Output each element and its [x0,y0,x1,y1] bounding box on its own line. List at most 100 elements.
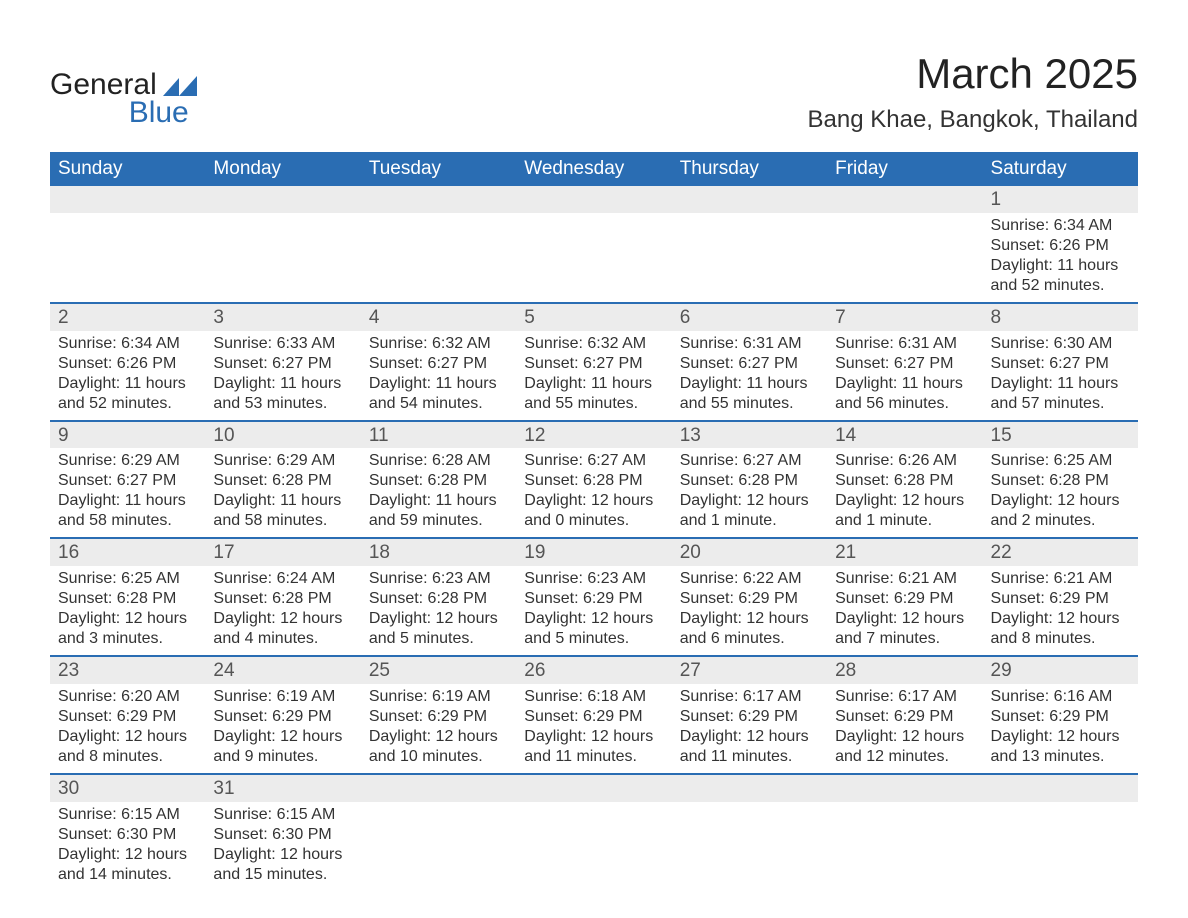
day-detail-cell: Sunrise: 6:23 AMSunset: 6:29 PMDaylight:… [516,566,671,656]
sunrise-text: Sunrise: 6:34 AM [991,216,1130,236]
daylight-text: Daylight: 12 hours and 13 minutes. [991,727,1130,767]
daylight-text: Daylight: 12 hours and 12 minutes. [835,727,974,767]
sunset-text: Sunset: 6:28 PM [991,471,1130,491]
sunrise-text: Sunrise: 6:17 AM [680,687,819,707]
sunset-text: Sunset: 6:28 PM [369,471,508,491]
daylight-text: Daylight: 12 hours and 1 minute. [680,491,819,531]
daylight-text: Daylight: 11 hours and 53 minutes. [213,374,352,414]
day-detail-cell: Sunrise: 6:17 AMSunset: 6:29 PMDaylight:… [827,684,982,774]
day-detail-cell: Sunrise: 6:22 AMSunset: 6:29 PMDaylight:… [672,566,827,656]
day-number-cell: 6 [672,303,827,331]
daylight-text: Daylight: 12 hours and 1 minute. [835,491,974,531]
sunset-text: Sunset: 6:29 PM [680,707,819,727]
day-detail-cell: Sunrise: 6:34 AMSunset: 6:26 PMDaylight:… [50,331,205,421]
sunset-text: Sunset: 6:28 PM [680,471,819,491]
sunset-text: Sunset: 6:28 PM [213,471,352,491]
sunrise-text: Sunrise: 6:29 AM [58,451,197,471]
daylight-text: Daylight: 12 hours and 11 minutes. [680,727,819,767]
day-number-cell [516,186,671,213]
calendar-table: SundayMondayTuesdayWednesdayThursdayFrid… [50,152,1138,891]
day-detail-cell: Sunrise: 6:27 AMSunset: 6:28 PMDaylight:… [672,448,827,538]
sunrise-text: Sunrise: 6:29 AM [213,451,352,471]
sunrise-text: Sunrise: 6:23 AM [524,569,663,589]
day-detail-cell: Sunrise: 6:34 AMSunset: 6:26 PMDaylight:… [983,213,1138,303]
day-number-cell: 17 [205,538,360,566]
day-detail-cell: Sunrise: 6:29 AMSunset: 6:27 PMDaylight:… [50,448,205,538]
day-detail-cell [361,802,516,891]
day-detail-cell: Sunrise: 6:28 AMSunset: 6:28 PMDaylight:… [361,448,516,538]
sunset-text: Sunset: 6:28 PM [58,589,197,609]
weekday-header: Tuesday [361,152,516,186]
sunrise-text: Sunrise: 6:19 AM [369,687,508,707]
logo-flag-icon [163,74,197,96]
sunset-text: Sunset: 6:27 PM [680,354,819,374]
day-number-cell: 27 [672,656,827,684]
day-number-cell: 16 [50,538,205,566]
sunset-text: Sunset: 6:29 PM [524,589,663,609]
daylight-text: Daylight: 12 hours and 11 minutes. [524,727,663,767]
day-detail-cell [516,802,671,891]
sunset-text: Sunset: 6:29 PM [835,589,974,609]
day-number-cell: 8 [983,303,1138,331]
daylight-text: Daylight: 11 hours and 54 minutes. [369,374,508,414]
sunrise-text: Sunrise: 6:32 AM [369,334,508,354]
sunrise-text: Sunrise: 6:32 AM [524,334,663,354]
daylight-text: Daylight: 11 hours and 52 minutes. [991,256,1130,296]
day-detail-cell: Sunrise: 6:24 AMSunset: 6:28 PMDaylight:… [205,566,360,656]
day-number-cell: 14 [827,421,982,449]
day-number-cell [361,186,516,213]
day-detail-cell: Sunrise: 6:31 AMSunset: 6:27 PMDaylight:… [827,331,982,421]
sunset-text: Sunset: 6:27 PM [369,354,508,374]
daylight-text: Daylight: 12 hours and 4 minutes. [213,609,352,649]
day-number-cell [672,774,827,802]
daylight-text: Daylight: 12 hours and 10 minutes. [369,727,508,767]
sunset-text: Sunset: 6:29 PM [213,707,352,727]
daylight-text: Daylight: 12 hours and 9 minutes. [213,727,352,767]
day-detail-cell: Sunrise: 6:26 AMSunset: 6:28 PMDaylight:… [827,448,982,538]
day-detail-cell: Sunrise: 6:30 AMSunset: 6:27 PMDaylight:… [983,331,1138,421]
daylight-text: Daylight: 12 hours and 3 minutes. [58,609,197,649]
sunrise-text: Sunrise: 6:15 AM [213,805,352,825]
day-number-cell: 12 [516,421,671,449]
day-number-cell: 23 [50,656,205,684]
sunrise-text: Sunrise: 6:30 AM [991,334,1130,354]
day-detail-cell: Sunrise: 6:25 AMSunset: 6:28 PMDaylight:… [983,448,1138,538]
sunset-text: Sunset: 6:27 PM [58,471,197,491]
day-number-cell [205,186,360,213]
daylight-text: Daylight: 12 hours and 14 minutes. [58,845,197,885]
day-number-cell: 20 [672,538,827,566]
day-number-cell [50,186,205,213]
day-detail-cell [983,802,1138,891]
day-number-cell: 5 [516,303,671,331]
day-number-cell [983,774,1138,802]
day-detail-cell: Sunrise: 6:15 AMSunset: 6:30 PMDaylight:… [50,802,205,891]
day-detail-cell: Sunrise: 6:33 AMSunset: 6:27 PMDaylight:… [205,331,360,421]
sunset-text: Sunset: 6:28 PM [369,589,508,609]
day-detail-cell: Sunrise: 6:19 AMSunset: 6:29 PMDaylight:… [205,684,360,774]
day-detail-cell [672,213,827,303]
day-number-cell: 22 [983,538,1138,566]
day-number-cell [516,774,671,802]
sunrise-text: Sunrise: 6:17 AM [835,687,974,707]
sunset-text: Sunset: 6:29 PM [369,707,508,727]
day-detail-cell: Sunrise: 6:18 AMSunset: 6:29 PMDaylight:… [516,684,671,774]
day-detail-cell: Sunrise: 6:16 AMSunset: 6:29 PMDaylight:… [983,684,1138,774]
sunrise-text: Sunrise: 6:34 AM [58,334,197,354]
sunrise-text: Sunrise: 6:18 AM [524,687,663,707]
sunrise-text: Sunrise: 6:20 AM [58,687,197,707]
logo-text-blue: Blue [50,98,197,128]
sunset-text: Sunset: 6:29 PM [58,707,197,727]
day-number-cell [361,774,516,802]
daylight-text: Daylight: 12 hours and 7 minutes. [835,609,974,649]
day-detail-cell: Sunrise: 6:32 AMSunset: 6:27 PMDaylight:… [516,331,671,421]
day-detail-cell [827,802,982,891]
day-number-cell: 19 [516,538,671,566]
sunset-text: Sunset: 6:29 PM [835,707,974,727]
day-detail-cell: Sunrise: 6:20 AMSunset: 6:29 PMDaylight:… [50,684,205,774]
sunrise-text: Sunrise: 6:22 AM [680,569,819,589]
day-detail-cell: Sunrise: 6:21 AMSunset: 6:29 PMDaylight:… [827,566,982,656]
daylight-text: Daylight: 11 hours and 58 minutes. [213,491,352,531]
sunset-text: Sunset: 6:27 PM [991,354,1130,374]
day-number-cell: 31 [205,774,360,802]
day-number-cell: 13 [672,421,827,449]
